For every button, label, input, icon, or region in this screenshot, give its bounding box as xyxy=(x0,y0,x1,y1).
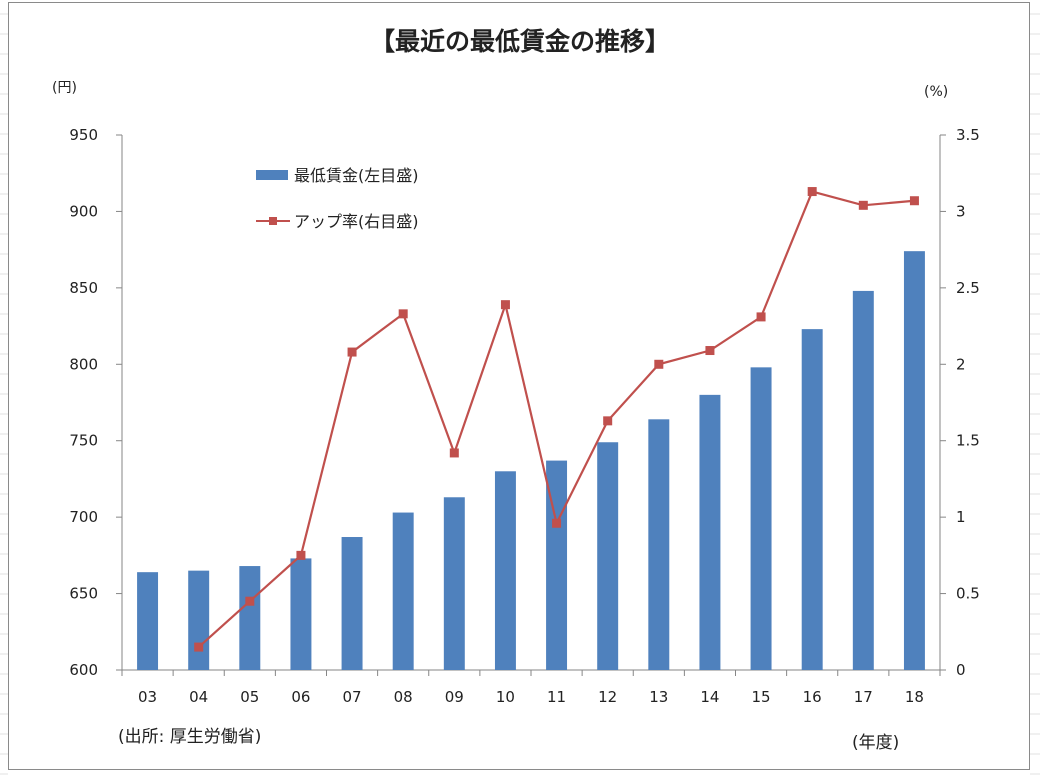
x-axis-unit-label: (年度) xyxy=(852,733,899,753)
legend: 最低賃金(左目盛) アップ率(右目盛) xyxy=(256,166,419,231)
bar-05 xyxy=(239,566,261,670)
x-tick-label: 06 xyxy=(291,688,310,706)
legend-label-increase-rate: アップ率(右目盛) xyxy=(294,212,419,231)
bar-14 xyxy=(699,394,721,670)
rate-point-07 xyxy=(347,347,357,357)
rate-point-16 xyxy=(807,187,817,197)
bar-07 xyxy=(341,537,363,670)
legend-label-minimum-wage: 最低賃金(左目盛) xyxy=(294,166,419,185)
rate-point-05 xyxy=(245,596,255,606)
rate-point-06 xyxy=(296,550,306,560)
y-left-unit-label: (円) xyxy=(52,80,77,96)
bar-12 xyxy=(597,442,619,670)
y-left-tick-label: 750 xyxy=(69,432,98,450)
y-right-unit-label: (%) xyxy=(924,84,948,100)
rate-point-10 xyxy=(500,300,510,310)
x-tick-label: 04 xyxy=(189,688,208,706)
y-left-tick-label: 800 xyxy=(69,355,98,373)
x-axis: 03 04 05 06 07 08 09 10 11 12 13 14 15 16 17 18 xyxy=(121,669,941,706)
y-right-tick-label: 3.5 xyxy=(956,126,980,144)
bar-06 xyxy=(290,558,312,670)
rate-point-08 xyxy=(398,309,408,319)
y-left-tick-label: 900 xyxy=(69,202,98,220)
x-tick-label: 16 xyxy=(803,688,822,706)
bar-03 xyxy=(137,572,159,670)
y-left-tick-label: 950 xyxy=(69,126,98,144)
y-left-tick-label: 650 xyxy=(69,585,98,603)
x-tick-label: 05 xyxy=(240,688,259,706)
bar-15 xyxy=(750,367,772,670)
rate-point-15 xyxy=(756,312,766,322)
y-left-tick-label: 700 xyxy=(69,508,98,526)
x-tick-label: 11 xyxy=(547,688,566,706)
bar-16 xyxy=(801,329,823,670)
x-tick-label: 14 xyxy=(700,688,719,706)
line-series-increase-rate xyxy=(194,187,919,652)
x-tick-label: 07 xyxy=(343,688,362,706)
y-right-axis: 0 0.5 1 1.5 2 2.5 3 3.5 xyxy=(939,126,980,679)
bar-09 xyxy=(443,497,465,670)
legend-swatch-minimum-wage xyxy=(256,170,288,180)
rate-point-11 xyxy=(552,518,562,528)
bar-04 xyxy=(188,570,210,670)
rate-point-12 xyxy=(603,416,613,426)
x-tick-label: 09 xyxy=(445,688,464,706)
bar-17 xyxy=(852,290,874,670)
x-tick-label: 10 xyxy=(496,688,515,706)
rate-point-18 xyxy=(909,196,919,206)
legend-swatch-increase-rate-marker xyxy=(269,217,277,225)
rate-point-04 xyxy=(194,642,204,652)
x-tick-label: 03 xyxy=(138,688,157,706)
rate-point-13 xyxy=(654,359,664,369)
x-tick-label: 15 xyxy=(752,688,771,706)
y-left-tick-label: 850 xyxy=(69,279,98,297)
bar-18 xyxy=(903,251,925,670)
rate-point-17 xyxy=(858,200,868,210)
y-right-tick-label: 2.5 xyxy=(956,279,980,297)
x-tick-label: 08 xyxy=(394,688,413,706)
y-right-tick-label: 3 xyxy=(956,202,966,220)
bar-series-minimum-wage xyxy=(137,251,925,670)
chart-title: 【最近の最低賃金の推移】 xyxy=(370,27,670,56)
bar-13 xyxy=(648,419,670,670)
y-left-axis: 600 650 700 750 800 850 900 950 xyxy=(69,126,123,679)
y-left-tick-label: 600 xyxy=(69,661,98,679)
x-tick-label: 17 xyxy=(854,688,873,706)
rate-point-09 xyxy=(449,448,459,458)
y-right-tick-label: 0.5 xyxy=(956,585,980,603)
bar-08 xyxy=(392,512,414,670)
bar-10 xyxy=(494,471,516,670)
y-right-tick-label: 0 xyxy=(956,661,966,679)
rate-point-14 xyxy=(705,346,715,356)
source-note: (出所: 厚生労働省) xyxy=(118,727,261,747)
x-tick-label: 12 xyxy=(598,688,617,706)
y-right-tick-label: 1 xyxy=(956,508,966,526)
x-tick-label: 18 xyxy=(905,688,924,706)
y-right-tick-label: 2 xyxy=(956,355,966,373)
x-tick-label: 13 xyxy=(649,688,668,706)
y-right-tick-label: 1.5 xyxy=(956,432,980,450)
